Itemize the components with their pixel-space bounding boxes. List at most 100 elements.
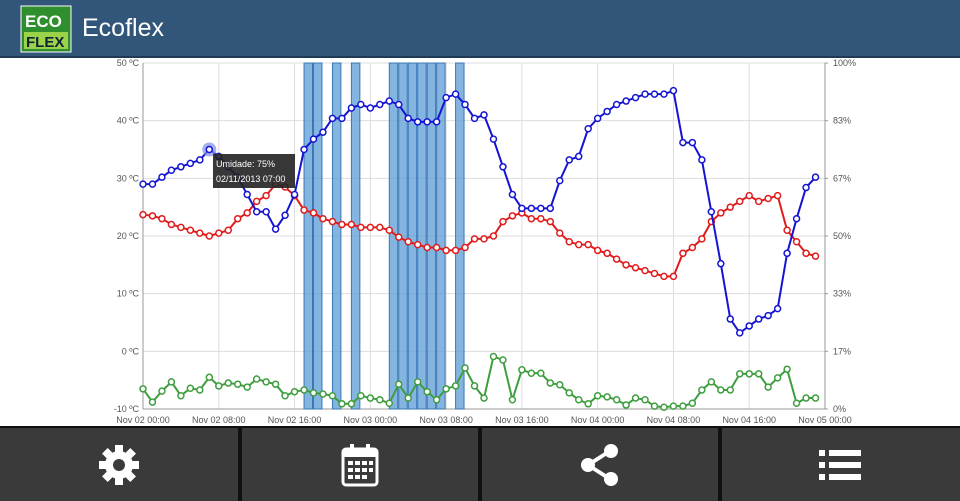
data-point — [764, 311, 772, 320]
highlight-bar — [426, 62, 437, 410]
y-tick-label: -10 ºC — [114, 404, 140, 414]
highlight-bar — [407, 62, 418, 410]
data-point — [802, 249, 810, 258]
data-point — [442, 93, 450, 102]
data-point — [309, 135, 318, 143]
chart: -10 ºC 0 ºC 10 ºC 20 ºC 30 ºC 40 ºC 50 ºC 0% 17%… — [114, 58, 856, 425]
list-icon — [819, 449, 861, 480]
data-point — [423, 243, 431, 252]
data-point — [745, 370, 753, 378]
data-point — [347, 104, 356, 112]
x-tick-label: Nov 02 16:00 — [268, 415, 322, 425]
data-point — [243, 209, 251, 217]
data-point — [423, 118, 431, 126]
data-point — [650, 90, 659, 98]
data-point — [205, 373, 214, 382]
data-point — [717, 209, 725, 217]
data-point — [537, 369, 545, 377]
data-point — [376, 396, 384, 404]
data-point — [622, 401, 630, 409]
data-point — [593, 246, 602, 255]
tooltip-line: Umidade: 75% — [216, 159, 275, 169]
share-icon — [581, 443, 618, 486]
highlight-bar — [331, 62, 342, 410]
data-point — [357, 223, 365, 232]
data-point — [470, 235, 479, 243]
data-point — [726, 315, 735, 323]
data-point — [252, 375, 261, 383]
data-point — [319, 390, 327, 398]
data-point — [186, 384, 195, 392]
data-point — [565, 156, 573, 164]
data-point — [262, 208, 270, 216]
data-point — [499, 163, 507, 171]
data-point — [811, 394, 820, 402]
data-point — [139, 385, 147, 393]
x-tick-label: Nov 03 00:00 — [344, 415, 398, 425]
data-point — [603, 107, 611, 116]
data-point — [423, 387, 431, 396]
data-point — [612, 396, 621, 404]
x-tick-label: Nov 04 16:00 — [722, 415, 776, 425]
y2-tick-label: 50% — [833, 231, 851, 241]
data-point — [508, 212, 517, 220]
data-point — [300, 145, 308, 154]
data-point — [631, 394, 640, 402]
data-point — [754, 315, 763, 323]
y2-tick-label: 83% — [833, 116, 851, 126]
data-point — [470, 114, 479, 123]
data-point — [338, 114, 346, 123]
data-point — [243, 190, 251, 199]
data-point — [290, 190, 299, 199]
data-point — [376, 223, 384, 232]
calendar-button[interactable] — [242, 428, 478, 501]
data-point — [395, 100, 403, 109]
data-point — [385, 226, 394, 234]
tooltip: Umidade: 75% 02/11/2013 07:00 — [213, 154, 295, 188]
y2-tick-label: 67% — [833, 173, 851, 183]
data-point — [764, 383, 772, 391]
highlight-bar — [455, 62, 465, 410]
data-point — [745, 191, 753, 200]
data-point — [300, 206, 308, 214]
hover-point — [205, 145, 214, 154]
data-point — [556, 229, 564, 237]
data-point — [612, 100, 621, 109]
data-point — [347, 400, 356, 408]
settings-button[interactable] — [0, 428, 238, 501]
y-tick-label: 50 ºC — [117, 58, 140, 68]
data-point — [631, 263, 640, 272]
x-tick-label: Nov 03 08:00 — [419, 415, 473, 425]
y-tick-label: 20 ºC — [117, 231, 140, 241]
data-point — [224, 379, 232, 387]
data-point — [357, 391, 365, 400]
data-point — [499, 217, 507, 226]
logo-bottom: FLEX — [26, 34, 64, 51]
y-tick-label: 30 ºC — [117, 173, 140, 183]
data-point — [319, 128, 327, 136]
data-point — [679, 249, 687, 258]
share-button[interactable] — [482, 428, 718, 501]
data-point — [413, 118, 422, 126]
data-point — [309, 209, 318, 217]
data-point — [726, 203, 735, 211]
x-tick-label: Nov 04 00:00 — [571, 415, 625, 425]
data-point — [707, 378, 716, 386]
data-point — [451, 382, 460, 390]
data-point — [612, 255, 621, 263]
data-point — [537, 214, 545, 223]
data-point — [338, 220, 346, 229]
data-point — [574, 152, 583, 161]
y2-tick-label: 33% — [833, 289, 851, 299]
data-point — [641, 90, 649, 98]
highlight-bar — [350, 62, 361, 410]
data-point — [489, 232, 498, 240]
data-point — [148, 180, 157, 188]
data-point — [698, 235, 706, 243]
tooltip-box — [213, 154, 295, 188]
data-point — [338, 400, 346, 408]
data-point — [489, 135, 498, 143]
data-point — [792, 214, 801, 223]
data-point — [508, 396, 517, 404]
list-button[interactable] — [722, 428, 960, 501]
